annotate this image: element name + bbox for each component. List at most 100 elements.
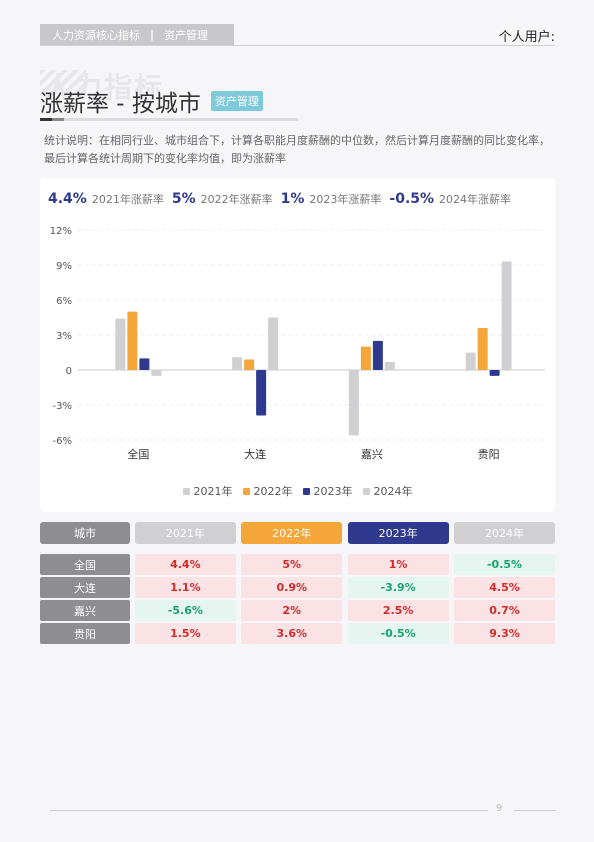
bar-贵阳-2022年 [477,328,488,370]
table-cell: -5.6% [134,600,236,621]
legend-swatch-2024 [362,487,370,495]
bar-全国-2021年 [115,318,126,370]
legend-swatch-2022 [242,487,250,495]
bar-嘉兴-2021年 [348,370,359,436]
bar-嘉兴-2023年 [372,340,383,370]
watermark-stripes [40,70,86,96]
title-watermark: 人力指标 [44,71,165,104]
table-cell: -3.9% [347,577,449,598]
summary-stat: 4.4% 2021年涨薪率 [48,191,164,207]
table-cell: 0.7% [454,600,555,621]
summary-stat: 1% 2023年涨薪率 [281,191,382,207]
salary-increase-bar-chart: 12% 9% 6% 3% 0 -3% -6% 全国 大连 嘉兴 贵阳 [50,226,545,461]
y-tick-label: -6% [53,436,72,447]
bar-贵阳-2024年 [501,261,512,370]
table-row: 全国 4.4% 5% 1% -0.5% [40,554,555,575]
legend-label: 2023年 [313,485,353,498]
y-tick-label: 9% [56,261,72,272]
summary-label: 2021年涨薪率 [91,193,164,206]
table-row: 大连 1.1% 0.9% -3.9% 4.5% [40,577,555,598]
table-row: 贵阳 1.5% 3.6% -0.5% 9.3% [40,623,555,644]
table-row: 嘉兴 -5.6% 2% 2.5% 0.7% [40,600,555,621]
table-cell: 1.5% [134,623,236,644]
legend-item-2023[interactable]: 2023年 [302,483,353,499]
breadcrumb: 人力资源核心指标 | 资产管理 [40,24,234,45]
summary-label: 2024年涨薪率 [439,193,512,206]
legend-item-2024[interactable]: 2024年 [362,483,413,499]
chart-card: 4.4% 2021年涨薪率 5% 2022年涨薪率 1% 2023年涨薪率 -0… [40,178,555,512]
summary-value: 5% [171,191,196,207]
table-cell: 5% [241,554,343,575]
summary-label: 2023年涨薪率 [309,193,382,206]
summary-value: 1% [280,191,305,207]
y-tick-label: 0 [66,366,72,377]
header-city: 城市 [40,522,130,544]
breadcrumb-separator: | [150,28,155,41]
y-tick-label: 6% [56,296,72,307]
user-label: 个人用户: [498,30,555,45]
legend-swatch-2023 [302,487,310,495]
table-cell: 4.4% [134,554,236,575]
legend-label: 2024年 [373,485,413,498]
table-cell: -0.5% [454,554,555,575]
summary-stat: 5% 2022年涨薪率 [172,191,273,207]
legend-item-2021[interactable]: 2021年 [182,483,233,499]
statistics-note: 统计说明：在相同行业、城市组合下，计算各职能月度薪酬的中位数，然后计算月度薪酬的… [44,134,550,165]
bar-嘉兴-2022年 [360,346,371,370]
y-tick-label: 12% [50,226,72,237]
legend-item-2022[interactable]: 2022年 [242,483,293,499]
footer-divider-left [50,810,488,811]
data-table: 城市 2021年 2022年 2023年 2024年 全国 4.4% 5% 1% -0.… [40,522,555,646]
legend-swatch-2021 [182,487,190,495]
table-cell: 3.6% [241,623,343,644]
table-cell: 2.5% [347,600,449,621]
table-cell: 2% [241,600,343,621]
bar-大连-2021年 [232,357,243,370]
breadcrumb-primary[interactable]: 人力资源核心指标 [52,28,140,42]
x-tick-label: 全国 [127,447,149,461]
row-city: 大连 [40,577,130,598]
row-city: 全国 [40,554,130,575]
page-number: 9 [496,803,503,814]
footer-divider-right [514,810,556,811]
x-tick-label: 大连 [244,447,266,461]
summary-value: -0.5% [389,191,435,207]
table-cell: 1.1% [134,577,236,598]
table-header-row: 城市 2021年 2022年 2023年 2024年 [40,522,555,544]
chart-legend: 2021年 2022年 2023年 2024年 [40,483,555,499]
table-cell: 9.3% [454,623,555,644]
table-cell: 4.5% [454,577,555,598]
bar-全国-2023年 [139,358,150,370]
category-tag: 资产管理 [210,91,263,111]
bar-贵阳-2021年 [465,352,476,370]
x-tick-label: 贵阳 [478,448,500,461]
summary-stat: -0.5% 2024年涨薪率 [389,191,511,207]
header-2022: 2022年 [241,522,343,544]
page-title: 涨薪率 - 按城市 [40,91,201,117]
row-city: 嘉兴 [40,600,130,621]
legend-label: 2021年 [193,485,233,498]
legend-label: 2022年 [253,485,293,498]
page-header: 人力资源核心指标 | 资产管理 个人用户: [40,24,555,46]
breadcrumb-secondary[interactable]: 资产管理 [164,28,209,42]
header-2023: 2023年 [347,522,449,544]
bar-嘉兴-2024年 [384,361,395,370]
bar-贵阳-2023年 [489,370,500,376]
summary-stats: 4.4% 2021年涨薪率 5% 2022年涨薪率 1% 2023年涨薪率 -0… [48,191,519,207]
table-body: 全国 4.4% 5% 1% -0.5% 大连 1.1% 0.9% -3.9% 4.5% 嘉兴 -5.6… [40,554,555,644]
header-2024: 2024年 [454,522,555,544]
summary-label: 2022年涨薪率 [200,193,273,206]
table-cell: 0.9% [241,577,343,598]
bar-大连-2024年 [268,317,279,370]
title-underline [40,118,298,121]
x-tick-label: 嘉兴 [361,447,383,461]
summary-value: 4.4% [48,191,87,207]
table-cell: 1% [347,554,449,575]
row-city: 贵阳 [40,623,130,644]
bar-大连-2023年 [256,370,267,416]
title-row: 涨薪率 - 按城市 资产管理 [40,84,263,118]
y-tick-label: 3% [56,331,72,342]
bar-大连-2022年 [244,359,255,370]
bar-全国-2022年 [127,311,138,370]
bar-全国-2024年 [151,370,162,376]
